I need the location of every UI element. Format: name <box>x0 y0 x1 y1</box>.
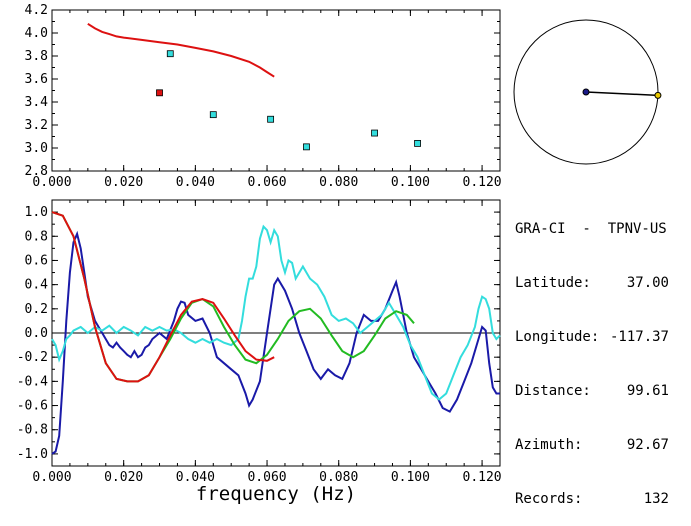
y-tick-label: 0.4 <box>25 278 49 293</box>
x-tick-label: 0.020 <box>104 175 143 190</box>
y-tick-label: 3.6 <box>25 72 48 87</box>
receiver-station-marker <box>654 91 662 99</box>
x-tick-label: 0.120 <box>463 175 502 190</box>
y-tick-label: 3.0 <box>25 141 48 156</box>
y-tick-label: 0.8 <box>25 229 48 244</box>
x-tick-label: 0.060 <box>247 175 286 190</box>
series-line-2 <box>51 211 415 383</box>
x-tick-label: 0.020 <box>104 470 143 485</box>
info-value: 132 <box>643 491 669 507</box>
correlation-plot: -1.0 -0.8 -0.6 -0.4 -0.2 0.0 0.2 0.4 0.6 0.8 1.0 0.… <box>17 199 502 505</box>
info-label: Azimuth: <box>515 437 583 453</box>
source-station-marker <box>582 88 590 96</box>
azimuth-circle <box>513 19 662 165</box>
y-tick-label: 3.8 <box>25 49 48 64</box>
series-line-3 <box>51 211 275 383</box>
station-pair-title: GRA-CI - TPNV-US <box>515 221 667 237</box>
y-tick-label: 0.6 <box>25 253 48 268</box>
info-row-longitude: Longitude: -117.37 <box>515 328 669 346</box>
y-tick-label: -0.6 <box>17 399 48 414</box>
x-tick-label: 0.080 <box>319 175 358 190</box>
info-row-distance: Distance: 99.61 <box>515 382 669 400</box>
velocity-plot: 2.8 3.0 3.2 3.4 3.6 3.8 4.0 4.2 0.000 0.020 0.040 0… <box>25 3 502 190</box>
series-line-0 <box>51 230 500 455</box>
info-row-records: Records: 132 <box>515 490 669 508</box>
y-tick-label: 3.2 <box>25 118 48 133</box>
y-tick-label: -0.2 <box>17 350 48 365</box>
data-point <box>267 115 275 123</box>
data-point <box>371 129 378 137</box>
x-axis-label: frequency (Hz) <box>196 483 356 505</box>
x-tick-label: 0.060 <box>247 470 286 485</box>
info-label: Longitude: <box>515 329 600 345</box>
info-value: 99.61 <box>626 383 669 399</box>
series-line-1 <box>51 224 501 401</box>
azimuth-line <box>585 91 658 97</box>
info-row-azimuth: Azimuth: 92.67 <box>515 436 669 454</box>
y-tick-label: 0.2 <box>25 302 48 317</box>
x-tick-label: 0.100 <box>391 175 430 190</box>
data-point <box>166 50 174 58</box>
info-label: Latitude: <box>515 275 591 291</box>
y-tick-label: 1.0 <box>25 205 48 220</box>
data-point <box>209 111 217 119</box>
info-label: Distance: <box>515 383 591 399</box>
data-point <box>303 143 310 151</box>
model-curve <box>87 22 275 78</box>
station-info-panel: GRA-CI - TPNV-US Latitude: 37.00 Longitud… <box>515 184 669 526</box>
y-tick-label: -0.8 <box>17 423 48 438</box>
y-tick-label: 3.4 <box>25 95 49 110</box>
data-point <box>156 89 163 97</box>
data-point <box>414 139 421 147</box>
info-row-latitude: Latitude: 37.00 <box>515 274 669 292</box>
x-tick-label: 0.080 <box>319 470 358 485</box>
info-value: -117.37 <box>609 329 669 345</box>
plot-frame <box>51 9 501 172</box>
y-tick-label: 2.8 <box>25 164 48 179</box>
info-label: Records: <box>515 491 583 507</box>
y-tick-label: -1.0 <box>17 447 48 462</box>
info-value: 92.67 <box>626 437 669 453</box>
x-tick-label: 0.100 <box>391 470 430 485</box>
x-tick-label: 0.120 <box>463 470 502 485</box>
y-tick-label: 0.0 <box>25 326 48 341</box>
y-tick-label: -0.4 <box>17 374 48 389</box>
y-tick-label: 4.2 <box>25 3 48 18</box>
x-tick-label: 0.000 <box>32 470 71 485</box>
x-tick-label: 0.040 <box>176 470 215 485</box>
x-tick-label: 0.040 <box>176 175 215 190</box>
y-tick-label: 4.0 <box>25 26 48 41</box>
x-tick-label: 0.000 <box>32 175 71 190</box>
info-value: 37.00 <box>626 275 669 291</box>
